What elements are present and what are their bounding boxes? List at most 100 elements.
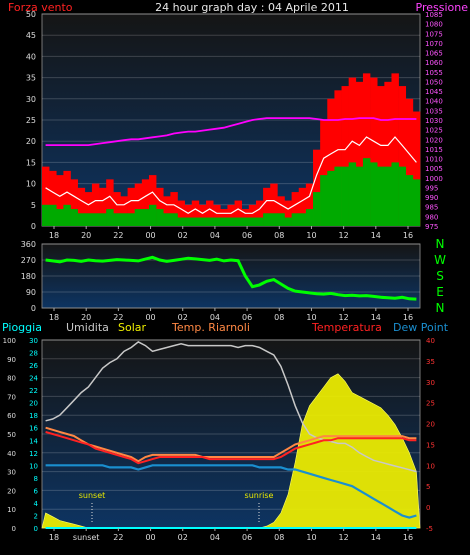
rain-tick-label: 10 [29,462,38,470]
gust-bar [305,183,314,226]
gust-bar [106,179,114,226]
avg-bar [255,217,264,226]
x-tick-label: 14 [371,231,381,240]
rain-tick-label: 8 [34,475,38,483]
x-tick-label: 00 [145,313,155,322]
wind-tick-label: 35 [26,74,36,83]
x-tick-label: 04 [210,533,220,542]
pressure-tick-label: 1075 [425,30,443,38]
legend-label: Umidita [66,321,109,334]
temperature-tick-label: 25 [426,400,435,408]
x-tick-label: 06 [242,313,252,322]
gust-bar [255,200,264,226]
wind-tick-label: 45 [26,31,36,40]
wind-tick-label: 10 [26,180,36,189]
gust-bar [63,170,71,226]
rain-tick-label: 16 [29,425,38,433]
x-tick-label: 00 [145,231,155,240]
x-tick-label: 08 [274,231,284,240]
gust-bar [42,166,50,226]
avg-bar [384,166,392,226]
rain-tick-label: 30 [29,337,38,345]
x-tick-label: 18 [49,533,59,542]
pressure-tick-label: 990 [425,194,438,202]
avg-bar [263,213,271,226]
x-tick-label: 14 [371,313,381,322]
avg-bar [156,209,164,226]
x-tick-label: 16 [403,533,413,542]
humidity-tick-label: 90 [7,356,16,364]
gust-bar [241,209,250,226]
sun-annotation: sunrise [245,491,274,500]
rain-tick-label: 26 [29,362,38,370]
compass-label: N [436,237,445,251]
humidity-tick-label: 40 [7,450,16,458]
avg-bar [148,204,157,226]
gust-bar [398,86,407,226]
rain-tick-label: 18 [29,412,38,420]
avg-bar [220,217,228,226]
gust-bar [163,196,171,226]
avg-bar [291,213,300,226]
sun-annotation: sunset [79,491,106,500]
humidity-tick-label: 30 [7,469,16,477]
avg-bar [313,192,321,226]
rain-tick-label: 4 [34,500,39,508]
x-tick-label: 12 [339,313,349,322]
x-tick-label: 22 [113,313,123,322]
avg-bar [191,217,200,226]
gust-bar [412,111,421,226]
avg-bar [56,209,64,226]
pressure-tick-label: 995 [425,184,438,192]
wind-tick-label: 25 [26,116,36,125]
x-tick-label: 02 [178,313,188,322]
avg-bar [141,209,150,226]
gust-bar [113,192,121,226]
direction-tick-label: 90 [26,288,36,297]
wind-lines [45,117,417,215]
pressure-tick-label: 975 [425,223,438,231]
gust-bar [298,187,307,226]
avg-bar [163,213,171,226]
x-tick-label: 06 [242,231,252,240]
pressure-tick-label: 1035 [425,107,443,115]
humidity-tick-label: 100 [3,337,16,345]
wind-tick-label: 50 [26,10,36,19]
temperature-tick-label: 15 [426,441,435,449]
avg-bar [84,213,93,226]
pressure-tick-label: 1010 [425,156,443,164]
avg-bar [177,217,185,226]
x-tick-label: 20 [81,231,91,240]
humidity-tick-label: 0 [12,525,16,533]
rain-tick-label: 14 [29,437,38,445]
pressure-tick-label: 985 [425,204,438,212]
gust-bar [220,209,228,226]
avg-bar [377,166,385,226]
x-tick-label: 10 [306,533,316,542]
gust-bar [327,98,335,226]
gust-bar [234,200,242,226]
avg-bar [91,213,100,226]
legend-label: Pioggia [2,321,42,334]
wind-tick-label: 0 [31,222,36,231]
direction-tick-label: 360 [21,240,36,249]
gust-bar [377,86,385,226]
gust-bar [341,86,349,226]
humidity-line [45,341,417,473]
avg-bar [355,166,364,226]
gust-bar [405,98,414,226]
direction-line [45,255,417,301]
x-tick-label: 18 [49,231,59,240]
gust-bar [134,183,143,226]
direction-tick-label: 270 [21,256,36,265]
temperature-tick-label: 20 [426,421,435,429]
temperature-tick-label: -5 [426,525,433,533]
gust-bar [127,187,136,226]
legend-label: Solar [118,321,147,334]
avg-bar [198,217,207,226]
x-tick-label: 02 [178,533,188,542]
rain-tick-label: 2 [34,512,38,520]
avg-bar [113,213,121,226]
x-tick-label: 10 [306,231,316,240]
